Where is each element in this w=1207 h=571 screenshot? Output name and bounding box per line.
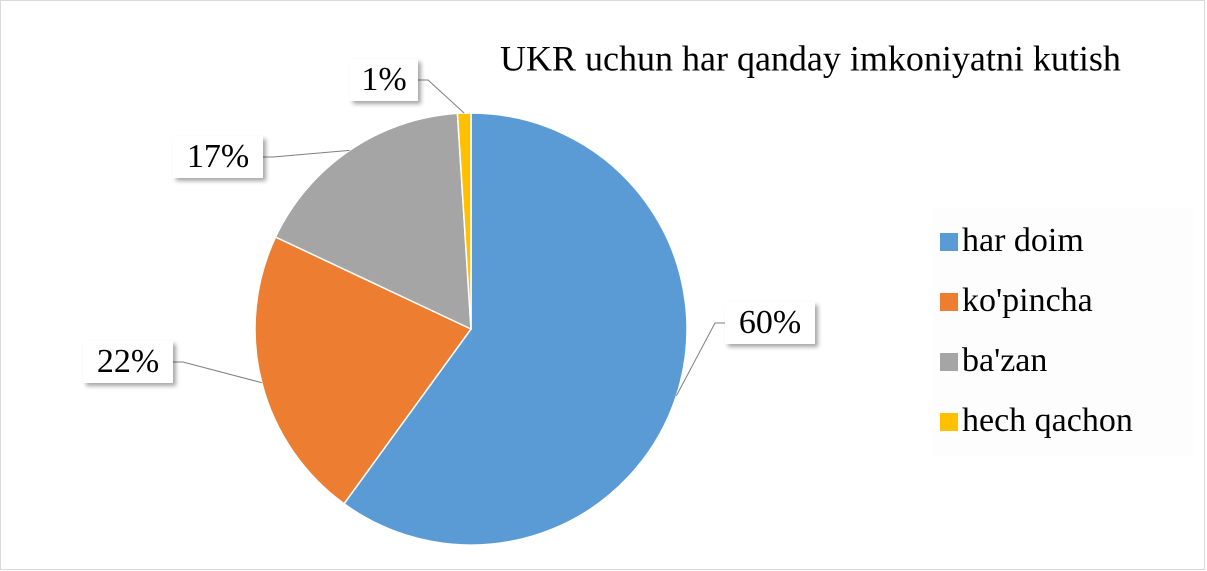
legend-swatch — [940, 233, 958, 251]
label-box — [83, 341, 173, 383]
legend-label: ko'pincha — [962, 282, 1093, 319]
data-label: 60% — [739, 304, 801, 341]
data-label: 22% — [97, 343, 159, 380]
leader-line — [263, 149, 350, 158]
label-box — [725, 302, 815, 344]
leader-line — [418, 79, 465, 114]
legend-box — [932, 208, 1194, 456]
data-label: 1% — [361, 61, 406, 98]
data-label: 17% — [187, 138, 249, 175]
pie-slice — [342, 112, 688, 546]
leader-line — [173, 361, 262, 384]
legend-label: har doim — [962, 222, 1084, 259]
legend-label: hech qachon — [962, 402, 1133, 439]
label-box — [173, 136, 263, 178]
legend-swatch — [940, 353, 958, 371]
chart-title: UKR uchun har qanday imkoniyatni kutish — [500, 38, 1121, 78]
leader-line — [675, 322, 725, 396]
legend-swatch — [940, 293, 958, 311]
label-box — [350, 59, 418, 101]
legend-swatch — [940, 413, 958, 431]
legend-label: ba'zan — [962, 342, 1047, 379]
pie-slice — [274, 112, 472, 331]
